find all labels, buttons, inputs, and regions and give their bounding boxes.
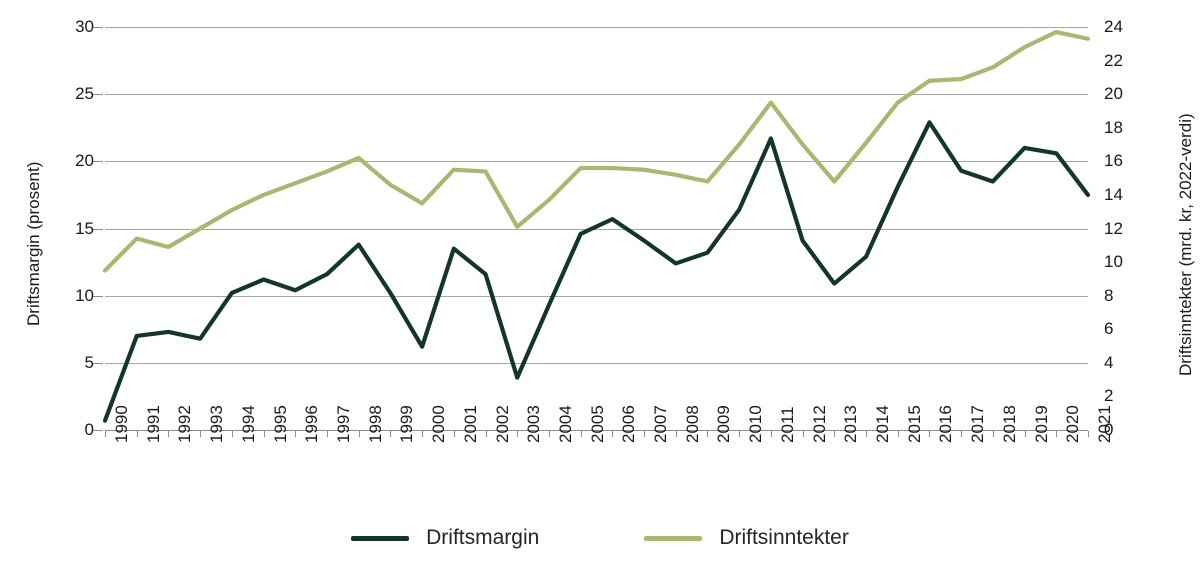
left-axis-tick-label: 20 xyxy=(75,151,94,171)
x-tickmark xyxy=(581,431,582,437)
x-tickmark xyxy=(454,431,455,437)
x-tickmark xyxy=(1088,431,1089,437)
x-tickmark xyxy=(264,431,265,437)
x-tickmark xyxy=(137,431,138,437)
x-tickmark xyxy=(866,431,867,437)
right-axis-tick-label: 22 xyxy=(1104,50,1123,70)
x-tickmark xyxy=(327,431,328,437)
left-tickmark xyxy=(92,94,103,96)
x-tickmark xyxy=(295,431,296,437)
x-tickmark xyxy=(168,431,169,437)
gridline xyxy=(105,94,1088,96)
x-tickmark xyxy=(517,431,518,437)
left-axis-tick-label: 30 xyxy=(75,17,94,36)
x-tickmark xyxy=(771,431,772,437)
right-axis-tick-label: 20 xyxy=(1104,84,1123,104)
right-axis-tick-label: 16 xyxy=(1104,151,1123,171)
legend-color-swatch xyxy=(644,535,703,541)
right-axis-tick-label: 0 xyxy=(1104,420,1114,439)
right-axis-tick-label: 8 xyxy=(1104,285,1114,305)
left-axis-tick-label: 15 xyxy=(75,218,94,238)
legend-label: Driftsinntekter xyxy=(719,526,849,549)
gridline xyxy=(105,228,1088,230)
left-tickmark xyxy=(92,27,103,28)
x-tickmark xyxy=(105,431,106,437)
x-tickmark xyxy=(961,431,962,437)
gridline xyxy=(105,362,1088,364)
right-axis-tick-label: 4 xyxy=(1104,352,1114,372)
left-tickmark xyxy=(92,362,103,364)
gridline xyxy=(105,27,1088,28)
x-tickmark xyxy=(993,431,994,437)
x-tickmark xyxy=(739,431,740,437)
right-axis-tick-label: 14 xyxy=(1104,184,1123,204)
x-tickmark xyxy=(834,431,835,437)
gridline xyxy=(105,161,1088,163)
x-tickmark xyxy=(549,431,550,437)
legend-item[interactable]: Driftsmargin xyxy=(351,526,539,550)
x-tickmark xyxy=(232,431,233,437)
right-axis-tick-label: 12 xyxy=(1104,218,1123,238)
left-axis-tick-label: 10 xyxy=(75,285,94,305)
x-tickmark xyxy=(486,431,487,437)
x-tickmark xyxy=(929,431,930,437)
left-tickmark xyxy=(92,430,103,431)
right-axis-tick-label: 24 xyxy=(1104,17,1123,36)
right-axis-tick-label: 18 xyxy=(1104,117,1123,137)
x-tickmark xyxy=(803,431,804,437)
x-tickmark xyxy=(422,431,423,437)
x-tickmark xyxy=(898,431,899,437)
x-tickmark xyxy=(1056,431,1057,437)
left-axis-tick-label: 0 xyxy=(84,420,94,439)
series-line xyxy=(102,29,1091,273)
x-tickmark xyxy=(200,431,201,437)
left-tickmark xyxy=(92,295,103,297)
x-tickmark xyxy=(707,431,708,437)
left-tickmark xyxy=(92,161,103,163)
left-axis-tick-label: 5 xyxy=(84,352,94,372)
legend-item[interactable]: Driftsinntekter xyxy=(644,526,849,550)
left-tickmark xyxy=(92,228,103,230)
legend-label: Driftsmargin xyxy=(426,526,540,549)
x-tickmark xyxy=(644,431,645,437)
left-axis-tick-label: 25 xyxy=(75,84,94,104)
right-axis-tick-label: 6 xyxy=(1104,319,1114,339)
gridline xyxy=(105,430,1088,431)
x-tickmark xyxy=(359,431,360,437)
x-tickmark xyxy=(390,431,391,437)
x-tickmark xyxy=(1025,431,1026,437)
x-tickmark xyxy=(676,431,677,437)
right-axis-tick-label: 2 xyxy=(1104,386,1114,406)
right-axis-tick-label: 10 xyxy=(1104,252,1123,272)
chart-legend: Driftsmargin Driftsinntekter xyxy=(0,518,1200,558)
gridline xyxy=(105,295,1088,297)
series-line xyxy=(102,120,1091,423)
legend-color-swatch xyxy=(351,535,410,541)
x-tickmark xyxy=(612,431,613,437)
